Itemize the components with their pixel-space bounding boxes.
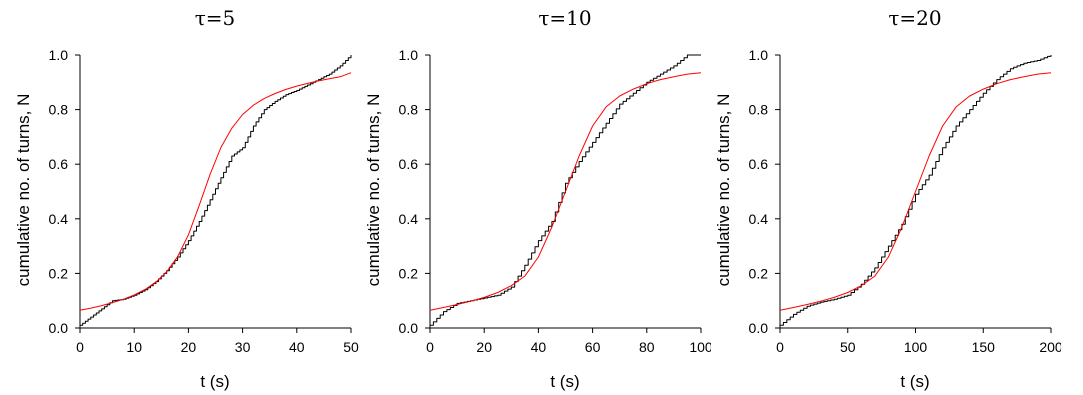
y-tick-label: 0.0 xyxy=(749,320,769,336)
x-tick-label: 150 xyxy=(972,339,996,355)
chart-title: τ=20 xyxy=(888,6,941,30)
x-axis-label: t (s) xyxy=(200,372,229,391)
x-tick-label: 100 xyxy=(904,339,928,355)
plot-area: 0 50 100 150 200 0.0 0.2 0.4 0.6 0.8 1.0 xyxy=(749,47,1061,355)
chart-panel-tau-5: τ=5 0 10 20 30 40 50 0.0 0.2 0.4 0.6 0.8 1.0 t (s) … xyxy=(0,0,361,395)
chart-svg: τ=10 0 20 40 60 80 100 0.0 0.2 0.4 0.6 0.8 1.0 t (s… xyxy=(364,6,711,391)
x-tick-label: 50 xyxy=(343,339,359,355)
chart-svg: τ=5 0 10 20 30 40 500.00.20.40.60.81.0 t (s) … xyxy=(14,6,359,391)
x-tick-label: 60 xyxy=(585,339,601,355)
plot-area: 0 20 40 60 80 100 0.0 0.2 0.4 0.6 0.8 1.0 xyxy=(399,47,711,355)
series-line-fit xyxy=(79,72,352,311)
y-tick-label: 0.8 xyxy=(399,102,419,118)
x-tick-label: 0 xyxy=(776,339,784,355)
x-tick-label: 40 xyxy=(289,339,305,355)
x-tick-label: 0 xyxy=(426,339,434,355)
x-tick-label: 0 xyxy=(76,339,84,355)
plot-area: 0 10 20 30 40 50 0.0 0.2 0.4 0.6 0.8 1.0 xyxy=(49,47,359,355)
chart-panel-tau-10: τ=10 0 20 40 60 80 100 0.0 0.2 0.4 0.6 0.8 1.0 t (s… xyxy=(350,0,711,395)
series-line-data xyxy=(80,55,352,326)
y-tick-label: 0.0 xyxy=(399,320,419,336)
y-tick-label: 0.0 xyxy=(49,320,69,336)
y-tick-label: 1.0 xyxy=(749,47,769,63)
series-line-fit xyxy=(429,72,702,311)
y-tick-label: 1.0 xyxy=(399,47,419,63)
y-tick-label: 0.8 xyxy=(49,102,69,118)
x-tick-label: 50 xyxy=(840,339,856,355)
y-tick-label: 1.0 xyxy=(49,47,69,63)
chart-panel-tau-20: τ=20 0 50 100 150 200 0.0 0.2 0.4 0.6 0.8 1.0 t (s… xyxy=(700,0,1061,395)
chart-title: τ=5 xyxy=(195,6,236,30)
x-axis-label: t (s) xyxy=(550,372,579,391)
x-axis-label: t (s) xyxy=(900,372,929,391)
y-tick-label: 0.4 xyxy=(399,211,419,227)
x-tick-label: 20 xyxy=(476,339,492,355)
y-tick-label: 0.2 xyxy=(49,265,69,281)
y-tick-label: 0.6 xyxy=(399,156,419,172)
y-tick-label: 0.8 xyxy=(749,102,769,118)
y-axis-label: cumulative no. of turns, N xyxy=(364,94,383,287)
chart-title: τ=10 xyxy=(538,6,591,30)
y-axis-label: cumulative no. of turns, N xyxy=(14,94,33,287)
y-tick-label: 0.6 xyxy=(49,156,69,172)
series-line-data xyxy=(780,55,1052,326)
x-tick-label: 100 xyxy=(689,339,711,355)
y-tick-label: 0.4 xyxy=(49,211,69,227)
x-tick-label: 10 xyxy=(126,339,142,355)
y-tick-label: 0.2 xyxy=(749,265,769,281)
series-line-fit xyxy=(779,72,1052,311)
y-tick-label: 0.6 xyxy=(749,156,769,172)
y-tick-label: 0.4 xyxy=(749,211,769,227)
x-tick-label: 40 xyxy=(531,339,547,355)
y-axis-label: cumulative no. of turns, N xyxy=(714,94,733,287)
y-tick-label: 0.2 xyxy=(399,265,419,281)
x-tick-label: 80 xyxy=(639,339,655,355)
x-tick-label: 200 xyxy=(1039,339,1061,355)
x-tick-label: 20 xyxy=(181,339,197,355)
chart-svg: τ=20 0 50 100 150 200 0.0 0.2 0.4 0.6 0.8 1.0 t (s… xyxy=(714,6,1061,391)
x-tick-label: 30 xyxy=(235,339,251,355)
